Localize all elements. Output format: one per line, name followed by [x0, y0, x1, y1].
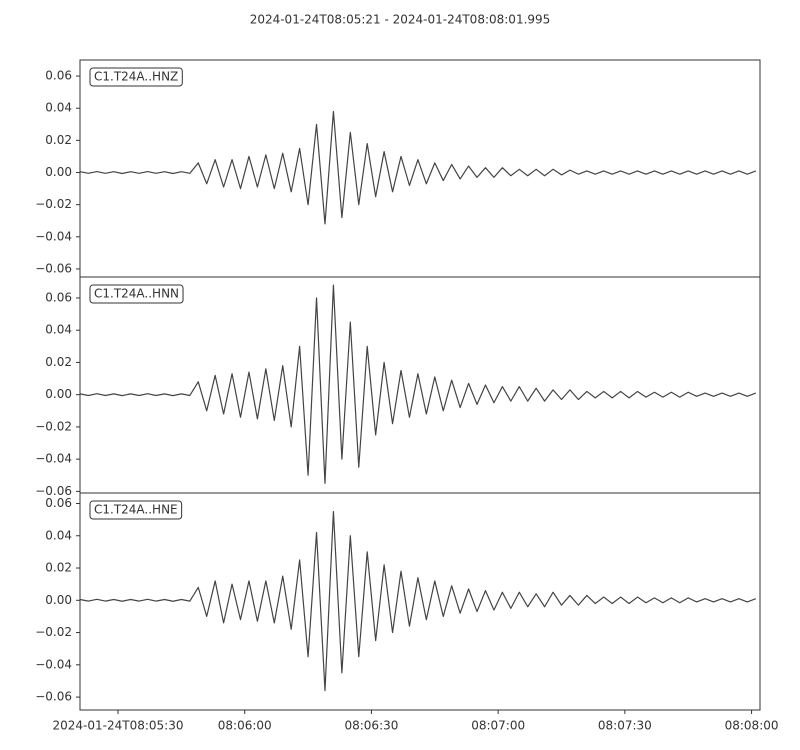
y-tick-label: −0.06 [35, 261, 72, 275]
trace [79, 510, 757, 692]
x-tick-label: 08:06:00 [218, 719, 272, 733]
x-tick-label: 08:06:30 [344, 719, 398, 733]
y-tick-label: 0.04 [45, 101, 72, 115]
trace-label-box [89, 500, 183, 520]
y-tick-label: 0.06 [45, 290, 72, 304]
y-tick-label: 0.00 [45, 165, 72, 179]
trace-label: C1.T24A..HNE [94, 503, 178, 517]
y-tick-label: 0.00 [45, 593, 72, 607]
chart-title: 2024-01-24T08:05:21 - 2024-01-24T08:08:0… [250, 13, 551, 27]
y-tick-label: 0.00 [45, 387, 72, 401]
y-tick-label: 0.04 [45, 323, 72, 337]
y-tick-label: −0.06 [35, 484, 72, 498]
y-tick-label: 0.02 [45, 355, 72, 369]
trace-label-box [89, 67, 183, 87]
y-tick-label: 0.04 [45, 528, 72, 542]
x-tick-label: 08:07:00 [471, 719, 525, 733]
x-tick-label: 08:07:30 [598, 719, 652, 733]
trace-label: C1.T24A..HNN [94, 287, 179, 301]
y-tick-label: −0.04 [35, 229, 72, 243]
panel-frame [79, 492, 761, 711]
x-tick-label: 2024-01-24T08:05:30 [53, 719, 184, 733]
y-tick-label: −0.04 [35, 657, 72, 671]
trace-label: C1.T24A..HNZ [94, 70, 178, 84]
y-tick-label: −0.02 [35, 419, 72, 433]
y-tick-label: −0.02 [35, 197, 72, 211]
y-tick-label: −0.02 [35, 625, 72, 639]
panel-frame [79, 59, 761, 278]
y-tick-label: 0.06 [45, 496, 72, 510]
trace [79, 110, 757, 225]
trace-label-box [89, 284, 184, 304]
x-tick-label: 08:08:00 [725, 719, 779, 733]
y-tick-label: 0.02 [45, 561, 72, 575]
trace [79, 284, 757, 484]
y-tick-label: −0.06 [35, 690, 72, 704]
y-tick-label: 0.06 [45, 69, 72, 83]
y-tick-label: 0.02 [45, 133, 72, 147]
y-tick-label: −0.04 [35, 452, 72, 466]
